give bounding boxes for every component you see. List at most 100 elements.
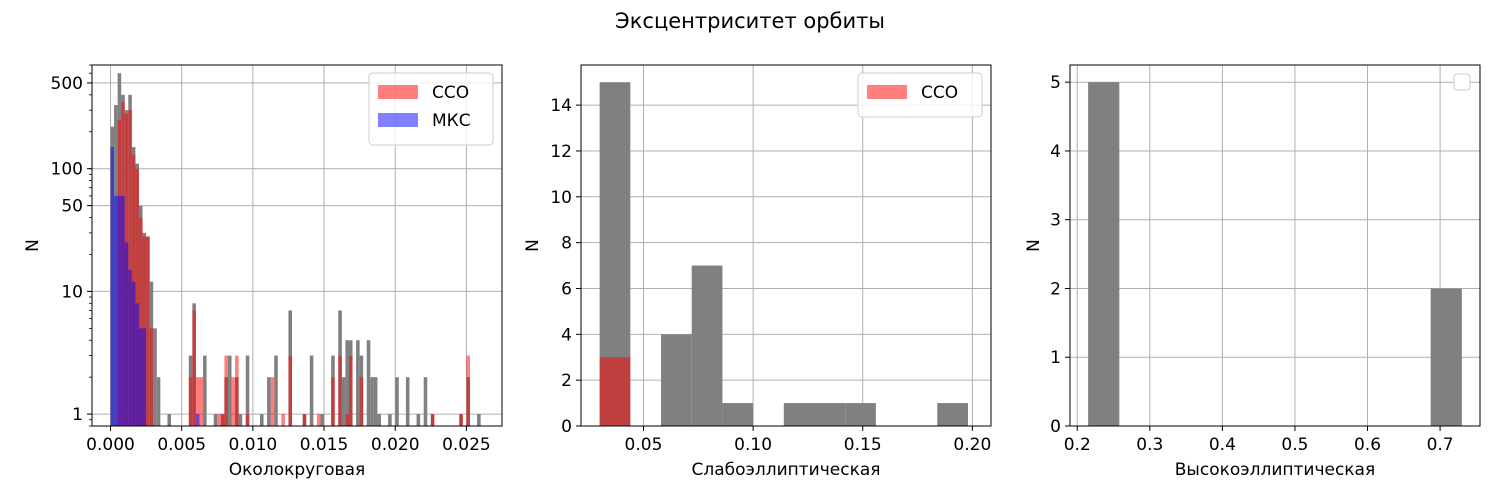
bar-all	[156, 377, 161, 426]
bar-iss	[114, 195, 118, 426]
bar-all	[203, 355, 207, 426]
bar-all	[320, 414, 325, 426]
bar-sso	[146, 236, 150, 426]
y-tick-label: 5	[1050, 73, 1061, 93]
bar-iss	[138, 328, 143, 426]
y-tick-label: 100	[51, 160, 83, 180]
bar-all	[814, 403, 846, 426]
bar-all	[370, 377, 374, 426]
legend-swatch-sso	[867, 85, 907, 99]
x-tick-label: 0.015	[300, 435, 349, 455]
bar-all	[345, 340, 349, 426]
bar-sso	[138, 217, 143, 426]
subplot-1: 0.000 0.005 0.010 0.015 0.020 0.025 1 10 50 100 50…	[23, 64, 503, 480]
bar-sso	[430, 414, 435, 426]
x-tick-label: 0.6	[1354, 435, 1381, 455]
y-tick-label: 1	[72, 405, 83, 425]
y-tick-label: 8	[561, 234, 572, 254]
bar-iss	[195, 414, 200, 426]
bar-all	[373, 377, 378, 426]
bar-sso	[599, 357, 631, 426]
y-tick-label: 2	[561, 371, 572, 391]
bar-sso	[220, 414, 225, 426]
bar-sso	[281, 414, 285, 426]
y-tick-label: 500	[51, 74, 83, 94]
bar-sso	[338, 355, 342, 426]
series-sso	[599, 357, 631, 426]
bar-all	[722, 403, 754, 426]
bar-sso	[459, 414, 463, 426]
bar-all	[395, 377, 399, 426]
legend-swatch-sso	[378, 85, 418, 99]
legend-label-sso: ССО	[432, 83, 469, 103]
bar-iss	[142, 328, 147, 426]
legend-box	[857, 72, 983, 118]
y-axis-label: N	[523, 239, 543, 252]
y-tick-label: 6	[561, 279, 572, 299]
bar-sso	[195, 377, 200, 426]
bar-all	[1088, 82, 1120, 426]
bar-all	[259, 414, 264, 426]
legend-swatch-iss	[378, 113, 418, 127]
bar-sso	[331, 377, 335, 426]
legend: ССО	[857, 72, 983, 118]
y-tick-label: 10	[550, 188, 572, 208]
bar-all	[267, 377, 271, 426]
series-all	[599, 82, 968, 426]
bar-sso	[192, 310, 196, 426]
bar-iss	[131, 281, 136, 426]
axes-frame	[1069, 64, 1481, 427]
bar-sso	[348, 355, 353, 426]
y-tick-label: 50	[61, 197, 83, 217]
bar-all	[153, 328, 157, 426]
bar-iss	[121, 195, 125, 426]
x-tick-label: 0.020	[371, 435, 420, 455]
bar-all	[416, 414, 421, 426]
subplot-2: 0.05 0.10 0.15 0.20 0 2 4 6 8 10 12 14 Слабоэллиптич…	[523, 64, 992, 480]
x-tick-label: 0.2	[1064, 435, 1091, 455]
bar-all	[845, 403, 876, 426]
bar-all	[477, 414, 481, 426]
bar-all	[388, 414, 392, 426]
bar-all	[167, 414, 172, 426]
x-tick-label: 0.000	[86, 435, 135, 455]
bar-iss	[110, 147, 115, 426]
bar-sso	[288, 355, 293, 426]
y-tick-label: 4	[1050, 142, 1061, 162]
x-tick-label: 0.005	[157, 435, 206, 455]
bar-all	[245, 355, 250, 426]
bar-sso	[149, 328, 154, 426]
x-tick-label: 0.15	[844, 435, 882, 455]
subplot-3: 0.2 0.3 0.4 0.5 0.6 0.7 0 1 2 3 4 5 Высокоэллиптичес…	[1024, 64, 1481, 480]
x-tick-label: 0.025	[442, 435, 491, 455]
bar-all	[691, 265, 723, 426]
bar-all	[213, 414, 218, 426]
x-tick-label: 0.4	[1209, 435, 1236, 455]
bar-all	[1430, 288, 1462, 426]
x-tick-label: 0.5	[1281, 435, 1308, 455]
bar-sso	[316, 414, 321, 426]
bar-iss	[124, 242, 129, 426]
bars	[110, 73, 481, 426]
axes-frame	[580, 64, 992, 427]
bar-all	[377, 414, 381, 426]
bar-sso	[235, 355, 239, 426]
y-tick-label: 2	[1050, 279, 1061, 299]
legend-box	[368, 72, 494, 146]
bar-all	[405, 377, 410, 426]
grid	[581, 65, 991, 427]
bar-iss	[135, 303, 139, 426]
legend: ССО МКС	[368, 72, 494, 146]
x-tick-label: 0.10	[734, 435, 772, 455]
figure-title: Эксцентриситет орбиты	[615, 9, 885, 33]
legend-box	[1453, 73, 1471, 91]
bar-all	[661, 334, 692, 426]
bar-all	[309, 355, 314, 426]
bar-all	[423, 377, 428, 426]
bar-all	[341, 377, 346, 426]
bar-sso	[270, 377, 275, 426]
bar-all	[937, 403, 968, 426]
y-tick-label: 10	[61, 282, 83, 302]
series-sso	[117, 101, 470, 426]
